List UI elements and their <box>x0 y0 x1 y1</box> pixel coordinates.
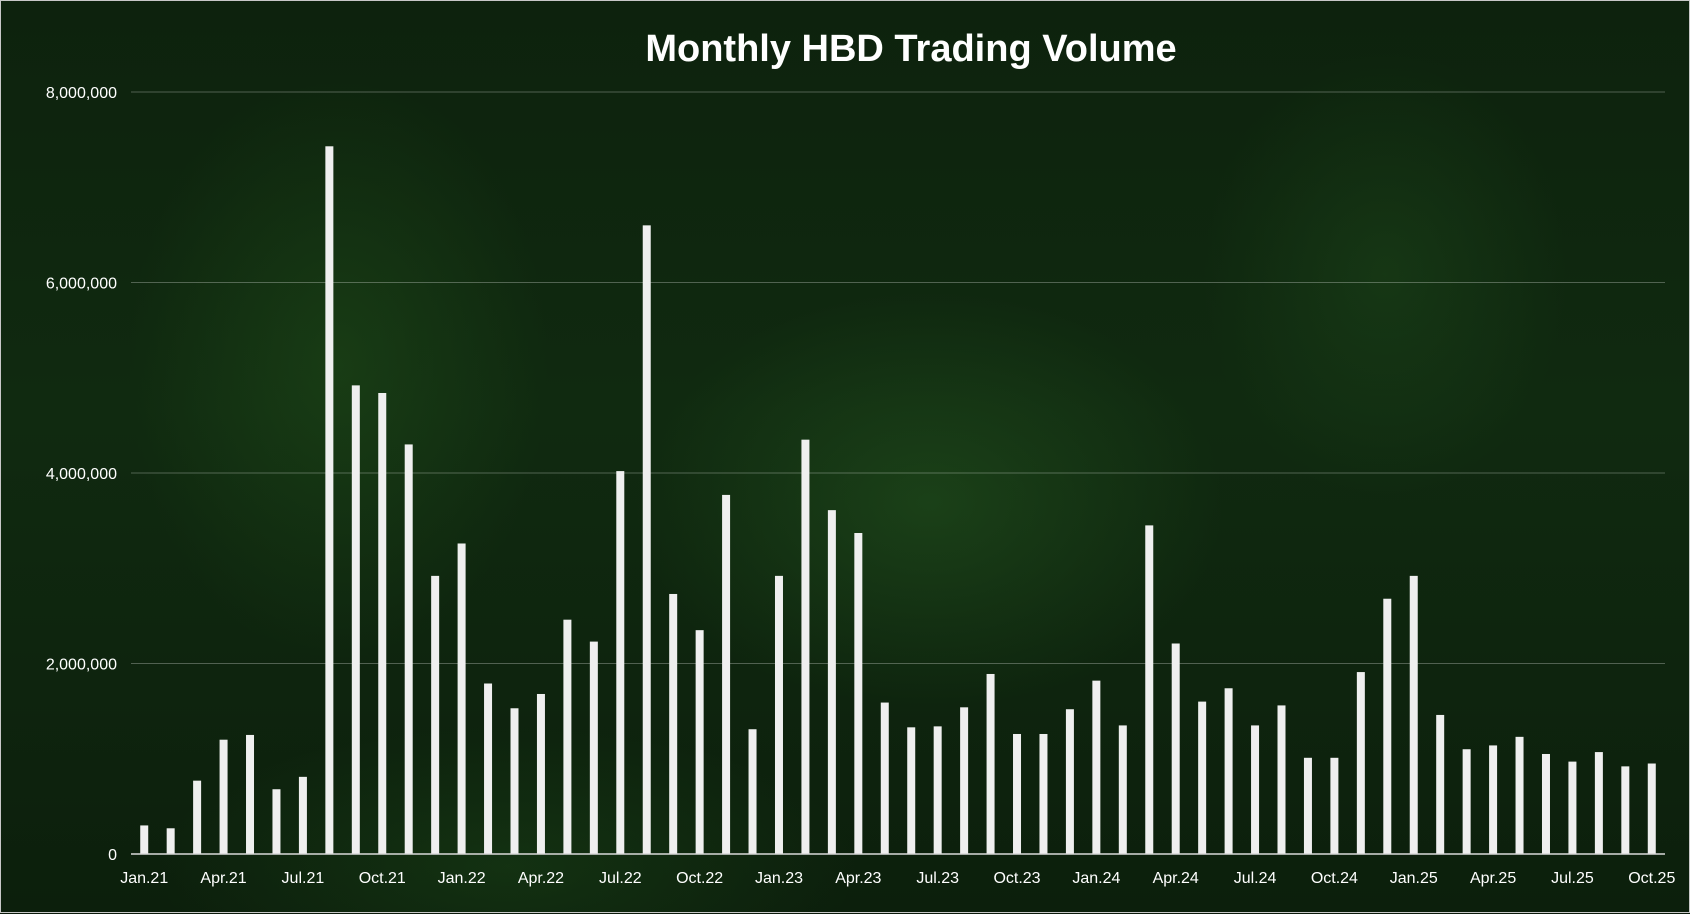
bar <box>1462 749 1471 854</box>
x-axis-ticks: Jan.21 Apr.21 Jul.21 Oct.21 Jan.22 Apr.22 Jul.… <box>120 870 1675 887</box>
bar <box>219 739 228 854</box>
bar <box>616 471 625 854</box>
bar <box>325 146 334 855</box>
x-tick-label: Jul.24 <box>1234 870 1277 887</box>
bar <box>563 619 572 854</box>
x-tick-label: Apr.22 <box>518 870 564 887</box>
bar <box>1145 525 1154 854</box>
x-tick-label: Oct.25 <box>1628 870 1675 887</box>
x-tick-label: Jul.25 <box>1551 870 1594 887</box>
bar <box>1541 753 1550 854</box>
bar <box>1594 752 1603 854</box>
bar <box>1277 705 1286 854</box>
bar <box>669 593 678 854</box>
bar <box>140 825 149 854</box>
x-tick-label: Apr.24 <box>1153 870 1199 887</box>
y-axis-ticks: 0 2,000,000 4,000,000 6,000,000 8,000,000 <box>46 85 117 864</box>
bar <box>457 543 466 854</box>
bar <box>880 702 889 854</box>
bar <box>1515 736 1524 854</box>
bar <box>431 575 440 854</box>
x-tick-label: Jan.21 <box>120 870 168 887</box>
bar <box>1224 688 1233 854</box>
x-tick-label: Oct.22 <box>676 870 723 887</box>
gridlines <box>131 91 1665 664</box>
bar <box>1330 757 1339 854</box>
x-tick-label: Jan.23 <box>755 870 803 887</box>
bar <box>589 641 598 854</box>
x-tick-label: Oct.24 <box>1311 870 1358 887</box>
bar <box>722 494 731 854</box>
bar <box>1303 757 1312 854</box>
bar <box>1356 672 1365 854</box>
bar <box>193 780 202 854</box>
x-tick-label: Jul.22 <box>599 870 642 887</box>
bar <box>484 683 493 854</box>
bar <box>510 708 519 854</box>
bar <box>827 510 836 854</box>
bar <box>351 385 360 854</box>
y-tick-label: 2,000,000 <box>46 657 117 674</box>
bar <box>378 392 387 854</box>
bar <box>774 575 783 854</box>
x-tick-label: Apr.21 <box>200 870 246 887</box>
bar <box>272 789 281 854</box>
x-tick-label: Oct.21 <box>359 870 406 887</box>
x-tick-label: Jul.23 <box>916 870 959 887</box>
bar <box>1118 725 1127 854</box>
y-tick-label: 6,000,000 <box>46 276 117 293</box>
x-tick-label: Jul.21 <box>282 870 325 887</box>
x-tick-label: Jan.22 <box>438 870 486 887</box>
bar <box>642 225 651 855</box>
chart-title: Monthly HBD Trading Volume <box>645 28 1176 70</box>
bar <box>1198 701 1207 854</box>
bar <box>1568 761 1577 854</box>
bar <box>960 707 969 854</box>
bar <box>536 693 545 854</box>
bar <box>1251 725 1260 854</box>
x-tick-label: Apr.23 <box>835 870 881 887</box>
bar <box>1489 745 1498 854</box>
y-tick-label: 4,000,000 <box>46 466 117 483</box>
bar <box>1647 763 1656 854</box>
y-tick-label: 0 <box>108 847 117 864</box>
bar <box>1171 643 1180 854</box>
bar <box>166 828 175 854</box>
bar <box>1436 714 1445 854</box>
bar <box>801 439 810 854</box>
bar <box>748 729 757 854</box>
bar <box>1065 709 1074 854</box>
bar <box>246 734 255 854</box>
bar <box>854 533 863 854</box>
x-tick-label: Jan.25 <box>1390 870 1438 887</box>
bar <box>404 444 413 854</box>
bar <box>933 726 942 854</box>
bar <box>1621 766 1630 854</box>
bar <box>1039 733 1048 854</box>
x-tick-label: Oct.23 <box>993 870 1040 887</box>
bar <box>298 776 307 854</box>
y-tick-label: 8,000,000 <box>46 85 117 102</box>
bar <box>986 673 995 854</box>
bars <box>140 146 1656 855</box>
bar <box>1409 575 1418 854</box>
bar <box>1013 733 1022 854</box>
bar <box>907 727 916 854</box>
x-tick-label: Jan.24 <box>1072 870 1120 887</box>
bar <box>1092 680 1101 854</box>
bar <box>695 630 704 854</box>
bar <box>1383 598 1392 854</box>
x-tick-label: Apr.25 <box>1470 870 1516 887</box>
